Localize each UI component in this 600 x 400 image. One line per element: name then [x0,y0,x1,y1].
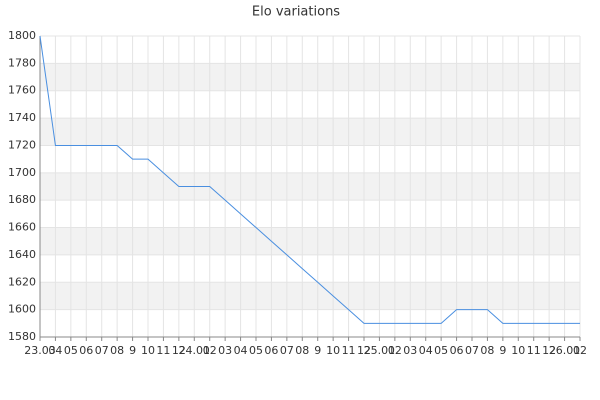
x-tick-label: 9 [499,344,506,357]
y-tick-label: 1580 [8,330,36,343]
y-tick-label: 1700 [8,166,36,179]
x-tick-label: 11 [527,344,541,357]
y-tick-label: 1720 [8,138,36,151]
line-series [39,35,580,324]
grid-band [40,172,580,201]
chart-title: Elo variations [252,5,340,20]
x-tick-label: 9 [314,344,321,357]
y-tick-label: 1680 [8,193,36,206]
grid-band [40,227,580,255]
x-tick-label: 26.01 [549,344,581,357]
x-tick-label: 06 [264,344,278,357]
x-tick-label: 08 [480,344,494,357]
x-tick-label: 04 [48,344,62,357]
grid-band [40,282,580,310]
x-tick-label: 02 [573,344,587,357]
y-tick-label: 1760 [8,84,36,97]
x-tick-label: 12 [172,344,186,357]
x-tick-label: 07 [465,344,479,357]
x-tick-label: 03 [403,344,417,357]
x-tick-label: 08 [295,344,309,357]
x-tick-label: 06 [79,344,93,357]
y-tick-label: 1620 [8,275,36,288]
x-tick-label: 25.01 [364,344,396,357]
x-tick-label: 06 [450,344,464,357]
x-tick-label: 10 [141,344,155,357]
x-tick-label: 10 [326,344,340,357]
x-tick-label: 08 [110,344,124,357]
y-tick-label: 1600 [8,303,36,316]
x-tick-label: 02 [388,344,402,357]
x-tick-label: 24.01 [179,344,211,357]
grid: 1580 1600 1620 1640 1660 1680 1700 1720 1740 1760… [8,29,587,357]
x-tick-label: 12 [357,344,371,357]
x-tick-label: 23.03 [24,344,56,357]
y-tick-label: 1640 [8,248,36,261]
x-tick-label: 05 [64,344,78,357]
y-tick-label: 1740 [8,111,36,124]
x-tick-label: 05 [249,344,263,357]
y-tick-label: 1660 [8,221,36,234]
x-tick-label: 12 [542,344,556,357]
x-tick-label: 11 [156,344,170,357]
x-tick-label: 10 [511,344,525,357]
x-tick-label: 07 [95,344,109,357]
x-tick-label: 9 [129,344,136,357]
x-tick-label: 05 [434,344,448,357]
x-tick-label: 02 [203,344,217,357]
y-tick-label: 1800 [8,29,36,42]
bands [40,63,580,310]
plot [39,35,580,324]
y-tick-label: 1780 [8,56,36,69]
grid-band [40,63,580,91]
x-tick-label: 04 [419,344,433,357]
x-tick-label: 03 [218,344,232,357]
x-tick-label: 11 [342,344,356,357]
x-tick-label: 04 [234,344,248,357]
x-tick-label: 07 [280,344,294,357]
grid-band [40,118,580,146]
